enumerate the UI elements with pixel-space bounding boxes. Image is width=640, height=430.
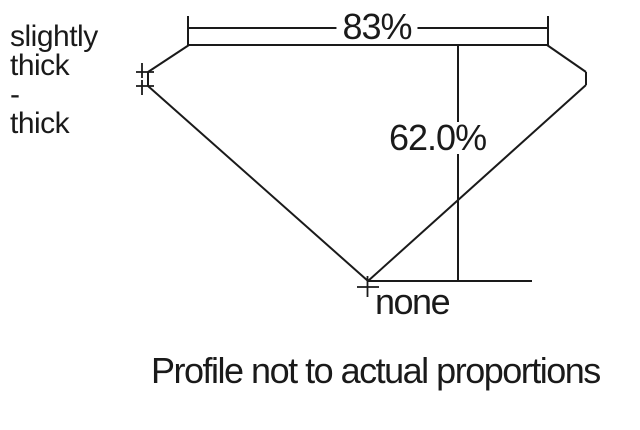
crown-facet-right: [546, 44, 587, 73]
culet-label: none: [375, 281, 451, 322]
girdle-thickness-label: slightly thick - thick: [10, 20, 98, 140]
girdle-thickness-line-1: slightly: [10, 20, 98, 53]
pavilion-facet-right: [367, 84, 587, 282]
crown-facet-left: [147, 44, 190, 73]
table-percentage-label: 83%: [336, 9, 418, 45]
caption-text: Profile not to actual proportions: [151, 350, 601, 391]
girdle-thickness-line-3: -: [10, 78, 20, 111]
depth-percentage-label: 62.0%: [386, 120, 490, 156]
pavilion-facet-left: [147, 85, 369, 282]
girdle-thickness-line-4: thick: [10, 107, 70, 140]
girdle-thickness-line-2: thick: [10, 49, 70, 82]
